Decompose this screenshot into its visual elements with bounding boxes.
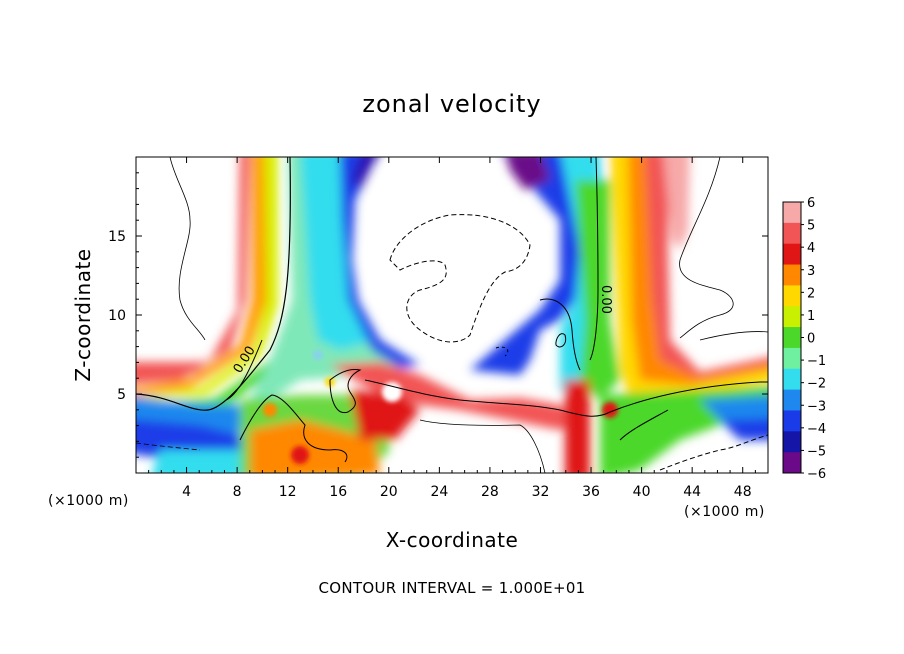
x-tick-label: 8: [233, 484, 242, 500]
contour-label-right: 0.00: [598, 285, 613, 314]
colorbar-swatch: [783, 327, 801, 349]
y-tick-label: 10: [108, 308, 126, 324]
colorbar-swatch: [783, 368, 801, 391]
colorbar-swatch: [783, 306, 801, 328]
colorbar-swatch: [783, 389, 801, 411]
colorbar-swatch: [783, 285, 801, 307]
colorbar-label: 1: [807, 309, 815, 324]
colorbar: 6 5 4 3 2 1 0 −1 −2 −3 −4 −5 −6: [782, 196, 826, 482]
colorbar-label: 0: [807, 332, 815, 347]
colorbar-swatch: [783, 264, 801, 286]
x-tick-label: 32: [532, 484, 550, 500]
heatmap-field: [136, 157, 768, 473]
y-axis: 5 10 15: [108, 172, 768, 458]
colorbar-swatch: [783, 202, 801, 224]
colorbar-label: −1: [807, 354, 826, 369]
contour-interval-note: CONTOUR INTERVAL = 1.000E+01: [318, 579, 585, 597]
colorbar-label: 6: [807, 196, 815, 211]
colorbar-label: 5: [807, 219, 815, 234]
x-unit-right: (×1000 m): [684, 504, 765, 520]
colorbar-label: −4: [807, 422, 826, 437]
colorbar-label: 3: [807, 264, 815, 279]
colorbar-swatch: [783, 243, 801, 266]
colorbar-label: 4: [807, 241, 815, 256]
x-tick-label: 20: [380, 484, 398, 500]
y-tick-label: 15: [108, 229, 126, 245]
x-tick-label: 36: [582, 484, 600, 500]
colorbar-label: −6: [807, 467, 826, 482]
chart-title: zonal velocity: [362, 90, 541, 118]
colorbar-label: −3: [807, 399, 826, 414]
y-axis-title: Z-coordinate: [71, 248, 95, 381]
colorbar-label: 2: [807, 286, 815, 301]
colorbar-label: −5: [807, 444, 826, 459]
x-tick-label: 16: [329, 484, 347, 500]
x-axis-title: X-coordinate: [386, 528, 519, 552]
x-tick-label: 44: [683, 484, 701, 500]
x-tick-label: 40: [633, 484, 651, 500]
colorbar-label: −2: [807, 377, 826, 392]
colorbar-swatch: [783, 410, 801, 432]
x-tick-label: 28: [481, 484, 499, 500]
colorbar-swatch: [783, 452, 801, 474]
x-unit-left: (×1000 m): [48, 493, 129, 509]
x-axis: 4 8 12 16 20 24 28 32 36 40 44 48: [148, 157, 756, 500]
colorbar-swatch: [783, 222, 801, 245]
x-tick-label: 4: [182, 484, 191, 500]
colorbar-swatch: [783, 347, 801, 370]
y-tick-label: 5: [117, 387, 126, 403]
x-tick-label: 48: [734, 484, 752, 500]
x-tick-label: 24: [430, 484, 448, 500]
x-tick-label: 12: [279, 484, 297, 500]
contour-lines: [136, 157, 768, 473]
colorbar-swatch: [783, 431, 801, 453]
